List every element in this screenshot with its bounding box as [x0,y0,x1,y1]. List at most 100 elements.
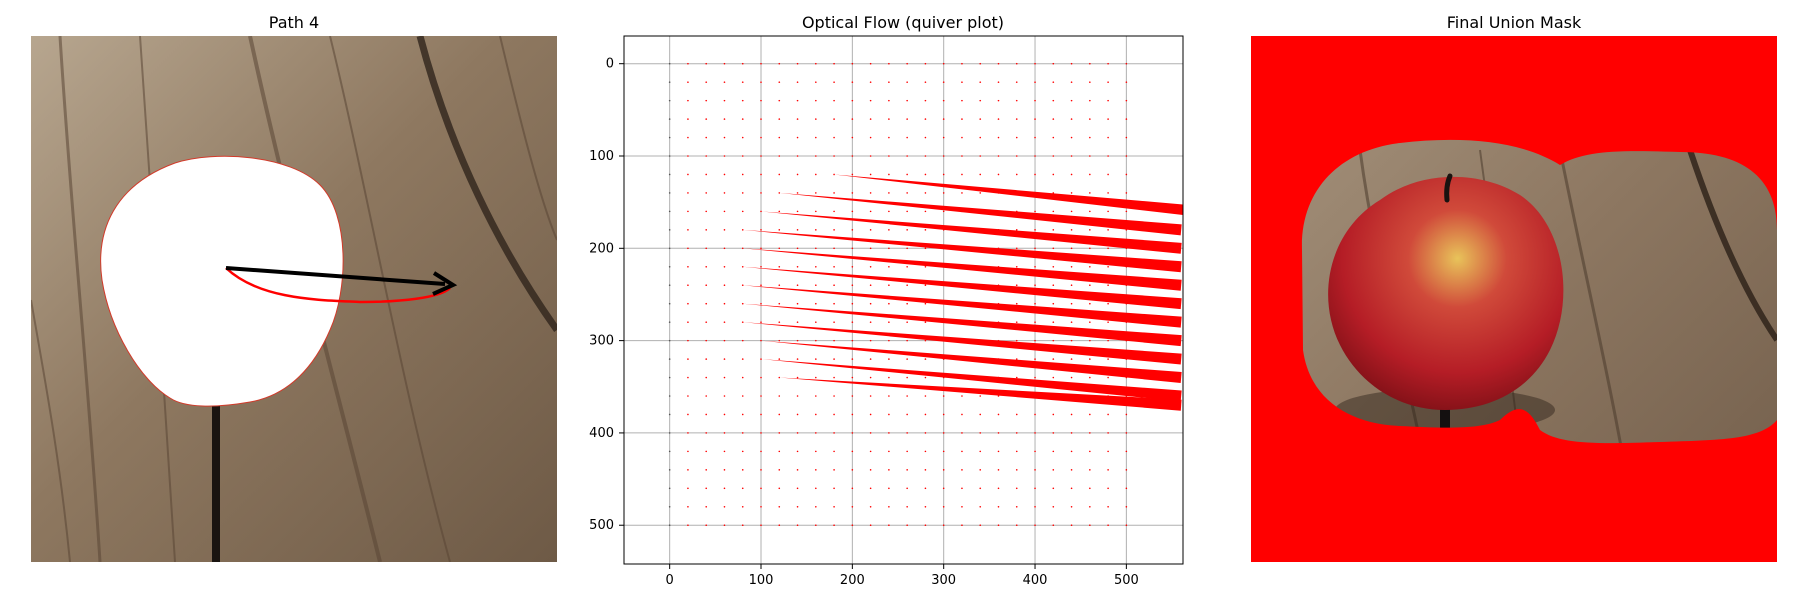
vector-point [833,432,835,434]
vector-point [869,358,872,360]
vector-point [833,192,835,194]
vector-point [1125,155,1128,157]
vector-point [815,81,817,83]
vector-point [815,395,817,397]
vector-point [668,469,671,471]
vector-point [888,524,890,527]
vector-point [815,265,817,268]
vector-point [888,302,890,305]
vector-point [723,247,726,250]
vector-point [1125,505,1128,508]
vector-point [723,395,726,397]
vector-point [668,81,671,83]
vector-point [796,413,799,416]
vector-point [888,505,890,508]
vector-point [961,432,963,434]
vector-point [687,469,689,471]
wood-photo [31,36,557,562]
vector-point [1015,376,1018,379]
vector-point [942,136,945,139]
vector-point [888,284,890,287]
vector-point [705,136,708,139]
vector-point [668,62,671,65]
vector-point [815,505,817,508]
vector-point [869,469,872,471]
vector-point [687,81,689,83]
vector-point [906,302,908,305]
vector-point [961,505,963,508]
panel-title-quiver: Optical Flow (quiver plot) [802,13,1004,32]
vector-point [1107,173,1109,176]
vector-point [924,247,927,250]
vector-point [778,81,781,83]
vector-point [979,173,982,176]
vector-point [1125,487,1128,490]
vector-point [1070,81,1073,83]
vector-point [778,432,781,434]
vector-point [833,524,835,527]
vector-point [1070,302,1073,305]
vector-point [888,487,890,490]
vector-point [906,469,908,471]
vector-point [979,118,982,120]
vector-point [815,450,817,453]
vector-point [1015,469,1018,471]
vector-point [778,118,781,120]
vector-point [815,99,817,102]
vector-point [979,136,982,139]
vector-point [833,413,835,416]
vector-point [1015,524,1018,527]
vector-point [1070,210,1073,213]
vector-point [1070,118,1073,120]
vector-point [1052,284,1055,287]
vector-point [760,302,762,305]
vector-point [851,284,854,287]
vector-point [741,99,744,102]
vector-point [942,395,945,397]
vector-point [796,302,799,305]
vector-point [851,118,854,120]
vector-point [851,321,854,323]
vector-point [668,155,671,157]
vector-point [851,247,854,250]
vector-point [705,524,708,527]
vector-point [687,302,689,305]
vector-point [723,192,726,194]
vector-point [687,395,689,397]
vector-point [997,413,1000,416]
vector-point [924,413,927,416]
vector-point [1070,505,1073,508]
vector-point [888,376,890,379]
vector-point [815,284,817,287]
vector-point [1107,210,1109,213]
tick-label-y: 0 [606,57,614,72]
vector-point [979,62,982,65]
tick-label-x: 500 [1114,573,1139,588]
vector-point [687,284,689,287]
vector-point [723,413,726,416]
tick-label-y: 200 [589,241,614,256]
vector-point [942,62,945,65]
vector-point [906,173,908,176]
vector-point [687,229,689,231]
vector-point [1107,136,1109,139]
flow-arrow [779,192,1182,236]
vector-point [723,505,726,508]
vector-point [1089,247,1091,250]
vector-point [906,62,908,65]
vector-point [1107,62,1109,65]
vector-point [668,524,671,527]
apple [1328,176,1564,410]
vector-point [888,118,890,120]
vector-point [851,62,854,65]
vector-point [705,432,708,434]
vector-point [741,136,744,139]
vector-point [888,99,890,102]
vector-point [668,284,671,287]
vector-point [869,99,872,102]
vector-point [687,155,689,157]
union-mask-red [1251,36,1777,562]
vector-point [687,376,689,379]
vector-point [1070,487,1073,490]
vector-point [760,339,762,342]
